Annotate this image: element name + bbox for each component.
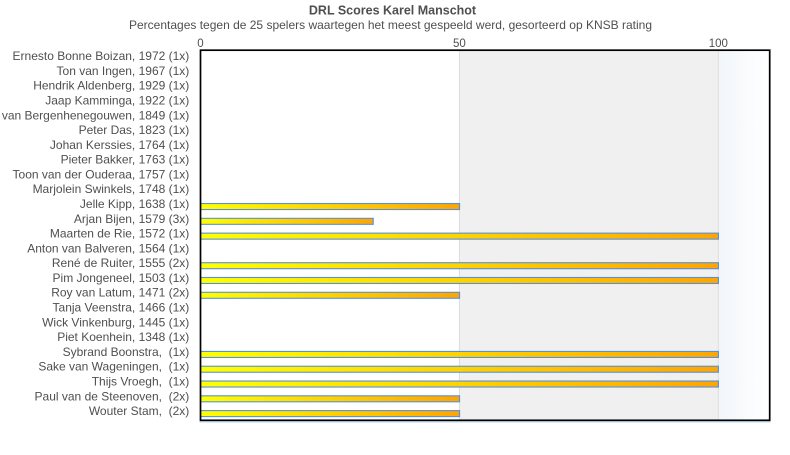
svg-text:Hendrik Aldenberg, 1929 (1x): Hendrik Aldenberg, 1929 (1x) bbox=[33, 79, 189, 93]
svg-text:Arjan Bijen, 1579 (3x): Arjan Bijen, 1579 (3x) bbox=[74, 212, 189, 226]
svg-text:Percentages tegen de 25 speler: Percentages tegen de 25 spelers waartege… bbox=[129, 18, 652, 32]
svg-text:Piet Koenhein, 1348 (1x): Piet Koenhein, 1348 (1x) bbox=[57, 330, 189, 344]
svg-text:100: 100 bbox=[709, 38, 728, 50]
svg-text:Ton van Ingen, 1967 (1x): Ton van Ingen, 1967 (1x) bbox=[57, 64, 190, 78]
svg-text:Marjolein Swinkels, 1748 (1x): Marjolein Swinkels, 1748 (1x) bbox=[33, 182, 190, 196]
svg-text:Wick Vinkenburg, 1445 (1x): Wick Vinkenburg, 1445 (1x) bbox=[42, 315, 189, 329]
svg-text:Jelle Kipp, 1638 (1x): Jelle Kipp, 1638 (1x) bbox=[80, 197, 189, 211]
svg-text:Thijs Vroegh, (1x): Thijs Vroegh, (1x) bbox=[92, 374, 190, 388]
svg-text:Sybrand Boonstra, (1x): Sybrand Boonstra, (1x) bbox=[63, 345, 190, 359]
svg-text:Johan Kerssies, 1764 (1x): Johan Kerssies, 1764 (1x) bbox=[50, 138, 189, 152]
svg-text:Tanja Veenstra, 1466 (1x): Tanja Veenstra, 1466 (1x) bbox=[53, 301, 190, 315]
svg-text:Wouter Stam, (2x): Wouter Stam, (2x) bbox=[89, 404, 189, 418]
svg-text:Maarten de Rie, 1572 (1x): Maarten de Rie, 1572 (1x) bbox=[50, 227, 189, 241]
svg-text:DRL Scores Karel Manschot: DRL Scores Karel Manschot bbox=[309, 4, 477, 18]
svg-text:Pim Jongeneel, 1503 (1x): Pim Jongeneel, 1503 (1x) bbox=[53, 271, 190, 285]
svg-text:Jaap Kamminga, 1922 (1x): Jaap Kamminga, 1922 (1x) bbox=[45, 93, 189, 107]
svg-text:Ernesto Bonne Boizan, 1972 (1x: Ernesto Bonne Boizan, 1972 (1x) bbox=[13, 49, 190, 63]
svg-text:René de Ruiter, 1555 (2x): René de Ruiter, 1555 (2x) bbox=[52, 256, 189, 270]
svg-text:van Bergenhenegouwen, 1849 (1x: van Bergenhenegouwen, 1849 (1x) bbox=[2, 108, 189, 122]
svg-text:0: 0 bbox=[197, 38, 203, 50]
svg-text:Paul van de Steenoven, (2x): Paul van de Steenoven, (2x) bbox=[35, 389, 190, 403]
svg-text:Peter Das, 1823 (1x): Peter Das, 1823 (1x) bbox=[79, 123, 190, 137]
svg-text:Toon van der Ouderaa, 1757 (1x: Toon van der Ouderaa, 1757 (1x) bbox=[13, 167, 190, 181]
svg-text:Sake van Wageningen, (1x): Sake van Wageningen, (1x) bbox=[38, 360, 189, 374]
svg-text:50: 50 bbox=[453, 38, 466, 50]
svg-text:Roy van Latum, 1471 (2x): Roy van Latum, 1471 (2x) bbox=[51, 286, 189, 300]
svg-text:Anton van Balveren, 1564 (1x): Anton van Balveren, 1564 (1x) bbox=[27, 241, 189, 255]
svg-text:Pieter Bakker, 1763 (1x): Pieter Bakker, 1763 (1x) bbox=[61, 153, 190, 167]
